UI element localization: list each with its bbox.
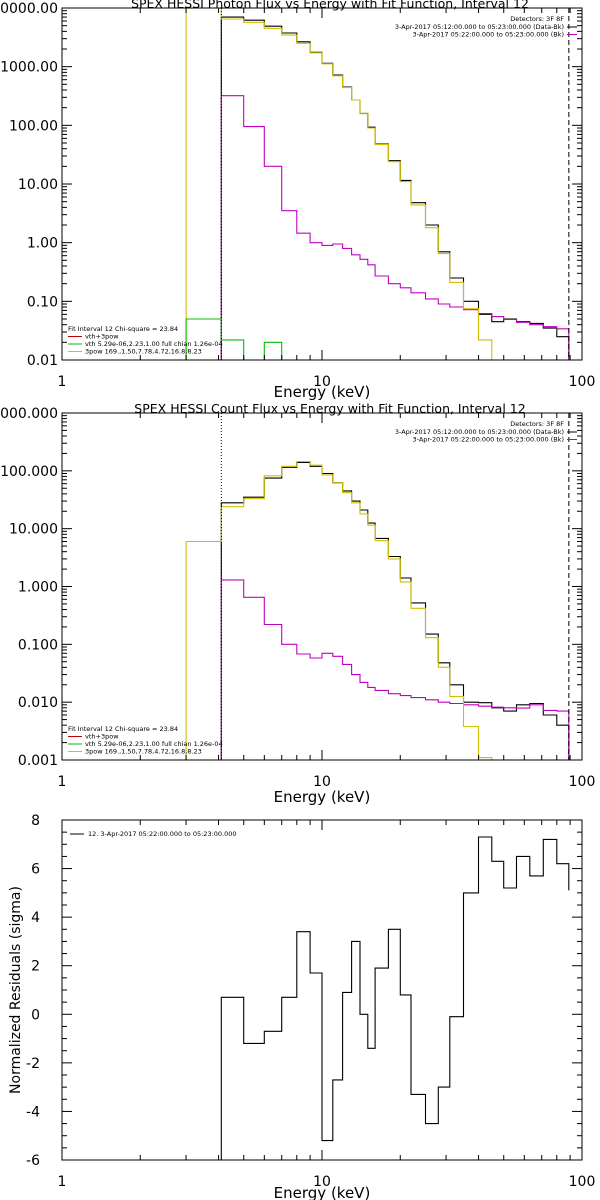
legend-entry-text: 3-Apr-2017 05:22:00.000 to 05:23:00.000 … [413, 31, 564, 39]
y-tick-label: -4 [26, 1104, 40, 1120]
y-tick-label: 100.00 [9, 118, 58, 134]
legend-entry-text: vth 5.29e-06,2.23,1.00 full chian 1.26e-… [85, 340, 223, 348]
legend-header: Fit Interval 12 Chi-square = 23.84 [68, 325, 178, 333]
y-tick-label: 0.010 [18, 695, 58, 711]
x-axis-label: Energy (keV) [274, 1184, 371, 1200]
chart-title: SPEX HESSI Count Flux vs Energy with Fit… [134, 401, 525, 416]
y-tick-label: 8 [31, 813, 40, 829]
series-line-3pow [185, 8, 505, 360]
series-group [185, 460, 570, 760]
x-tick-label: 10 [313, 374, 331, 390]
legend-top-right: Detectors: 3F 8F3-Apr-2017 05:12:00.000 … [395, 420, 577, 444]
y-axis-label: Normalized Residuals (sigma) [8, 886, 24, 1094]
y-tick-label: 0.01 [27, 353, 58, 369]
chart-title: SPEX HESSI Photon Flux vs Energy with Fi… [131, 0, 529, 11]
y-tick-label: 1000.00 [0, 60, 58, 76]
series-line-data-bk [220, 16, 570, 360]
legend-entry-text: 3-Apr-2017 05:12:00.000 to 05:23:00.000 … [395, 23, 564, 31]
legend-entry-text: vth 5.29e-06,2.23,1.00 full chian 1.26e-… [85, 740, 223, 748]
series-line-background [220, 579, 570, 760]
x-ticks: 1 10 100 [58, 820, 596, 1190]
legend-top-right: Detectors: 3F 8F3-Apr-2017 05:12:00.000 … [395, 15, 577, 39]
legend-entry-text: 3-Apr-2017 05:22:00.000 to 05:23:00.000 … [413, 436, 564, 444]
y-tick-label: 1.000 [18, 580, 58, 596]
y-tick-label: 10000.00 [0, 1, 58, 17]
y-ticks: -6 -4 -2 0 2 4 6 8 [26, 813, 582, 1169]
y-tick-label: 10.000 [9, 522, 58, 538]
y-tick-label: 0 [31, 1007, 40, 1023]
y-ticks: 0.01 0.10 1.00 10.00 100.00 1000.00 10000.00 [0, 1, 582, 369]
x-tick-label: 100 [569, 774, 596, 790]
series-line-background [220, 95, 570, 360]
y-tick-label: 1000.000 [0, 406, 58, 422]
x-ticks: 1 10 100 [58, 8, 596, 390]
y-tick-label: 2 [31, 959, 40, 975]
legend-header: Fit Interval 12 Chi-square = 23.84 [68, 725, 178, 733]
y-tick-label: 100.000 [0, 464, 58, 480]
y-tick-label: 4 [31, 910, 40, 926]
series-group [185, 8, 570, 360]
series-line-residuals [220, 836, 570, 1160]
y-tick-label: 10.00 [18, 177, 58, 193]
chart-panel-1: 1 10 100 0.01 0.10 1.00 10.00 100.00 1000.00 1000… [0, 0, 595, 401]
x-axis-label: Energy (keV) [274, 383, 371, 401]
x-tick-label: 1 [58, 774, 67, 790]
x-ticks: 1 10 100 [58, 413, 596, 790]
legend-entry-text: 3pow 169.,1.50,7.78,4.72,16.8,8.23 [85, 348, 202, 356]
y-tick-label: 0.100 [18, 637, 58, 653]
series-line-data-bk [220, 461, 570, 760]
y-tick-label: -6 [26, 1153, 40, 1169]
legend-entry-text: 3-Apr-2017 05:12:00.000 to 05:23:00.000 … [395, 428, 564, 436]
series-line-3pow [185, 460, 505, 760]
legend-entry-text: vth+3pow [85, 333, 119, 341]
y-tick-label: 0.10 [27, 294, 58, 310]
x-tick-label: 100 [569, 374, 596, 390]
x-tick-label: 10 [313, 774, 331, 790]
y-tick-label: 0.001 [18, 753, 58, 769]
legend-bottom-left: Fit Interval 12 Chi-square = 23.84vth+3p… [68, 725, 223, 756]
x-axis-label: Energy (keV) [274, 788, 371, 806]
series-line-vth [185, 318, 283, 360]
y-tick-label: 6 [31, 862, 40, 878]
y-tick-label: -2 [26, 1056, 40, 1072]
x-tick-label: 1 [58, 374, 67, 390]
chart-panel-2: 1101000.0010.0100.1001.00010.000100.0001… [0, 401, 595, 806]
legend-bottom-left: Fit Interval 12 Chi-square = 23.84vth+3p… [68, 325, 223, 356]
y-ticks: 0.001 0.010 0.100 1.000 10.000 100.000 1000.00… [0, 406, 582, 769]
legend-header: Detectors: 3F 8F [510, 420, 564, 428]
series-group [220, 836, 570, 1160]
legend-entry-text: 12. 3-Apr-2017 05:22:00.000 to 05:23:00.… [88, 830, 237, 838]
legend-entry-text: 3pow 169.,1.50,7.78,4.72,16.8,8.23 [85, 748, 202, 756]
x-tick-label: 100 [569, 1174, 596, 1190]
legend-header: Detectors: 3F 8F [510, 15, 564, 23]
chart-panel-3: 1 10 100 -6 -4 -2 0 2 4 6 8 Energy (keV) Normalized … [8, 813, 595, 1200]
y-tick-label: 1.00 [27, 236, 58, 252]
x-tick-label: 1 [58, 1174, 67, 1190]
legend-top-left: 12. 3-Apr-2017 05:22:00.000 to 05:23:00.… [70, 830, 237, 838]
x-tick-label: 10 [313, 1174, 331, 1190]
legend-entry-text: vth+3pow [85, 733, 119, 741]
